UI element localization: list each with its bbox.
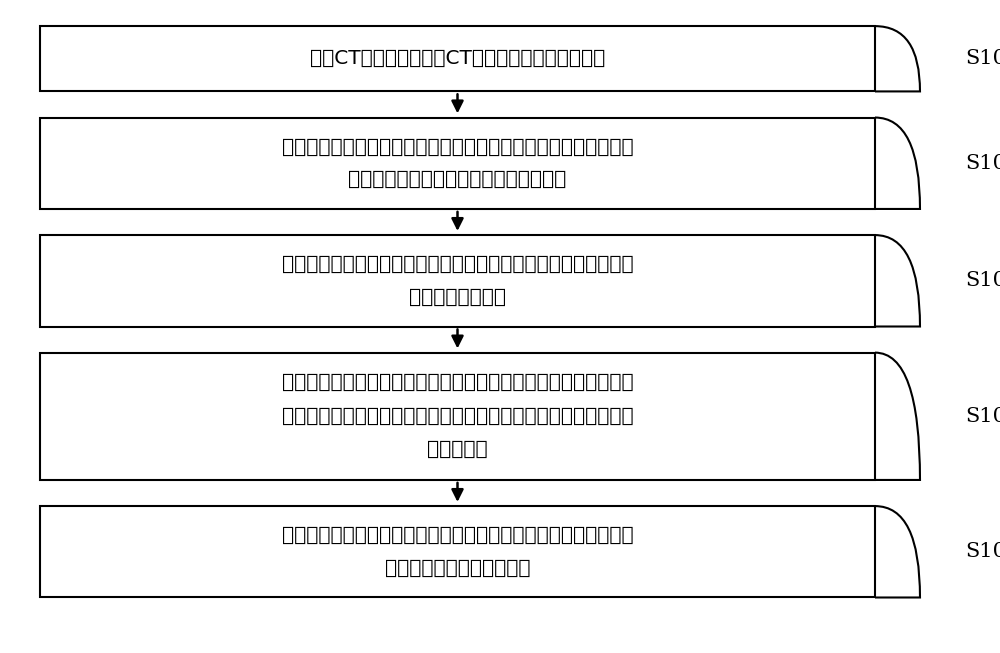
Text: S105: S105 <box>965 542 1000 562</box>
Text: 将所述第一二値图像和所述第二二値图像进行重合，并对重合后的: 将所述第一二値图像和所述第二二値图像进行重合，并对重合后的 <box>282 374 633 392</box>
Bar <box>40 26 875 91</box>
Text: 得到第二二値图像: 得到第二二値图像 <box>409 287 506 307</box>
Text: 第一滤波器滤除杂点，得到第一二値图像: 第一滤波器滤除杂点，得到第一二値图像 <box>348 170 567 189</box>
Text: S103: S103 <box>965 271 1000 291</box>
Bar <box>40 506 875 597</box>
Text: S104: S104 <box>965 407 1000 426</box>
Text: S101: S101 <box>965 49 1000 69</box>
Text: 根据设定的灰度阀値，对所述原始肺部图像进行阀値处理，并使用: 根据设定的灰度阀値，对所述原始肺部图像进行阀値处理，并使用 <box>282 137 633 157</box>
Text: 对所述目标肺部图像使用第三滤波器滤除杂点，得到精准肺部图像: 对所述目标肺部图像使用第三滤波器滤除杂点，得到精准肺部图像 <box>282 526 633 545</box>
Text: 输入CT图像，并从所述CT图像中抽取原始肺部图像: 输入CT图像，并从所述CT图像中抽取原始肺部图像 <box>310 49 605 69</box>
Bar <box>40 118 875 209</box>
Text: S102: S102 <box>965 153 1000 173</box>
Bar <box>40 353 875 480</box>
Text: 标肺部图像: 标肺部图像 <box>427 440 488 459</box>
Text: ，并输出所述精准肺部图像: ，并输出所述精准肺部图像 <box>385 558 530 578</box>
Text: 利用边缘检测法，对所述第一二値图像进行修正和肺部边界抽取，: 利用边缘检测法，对所述第一二値图像进行修正和肺部边界抽取， <box>282 255 633 274</box>
Text: 图像进行肺部边界修补，进一步使用第二滤波器滤除杂点，得到目: 图像进行肺部边界修补，进一步使用第二滤波器滤除杂点，得到目 <box>282 407 633 426</box>
Bar <box>40 235 875 326</box>
